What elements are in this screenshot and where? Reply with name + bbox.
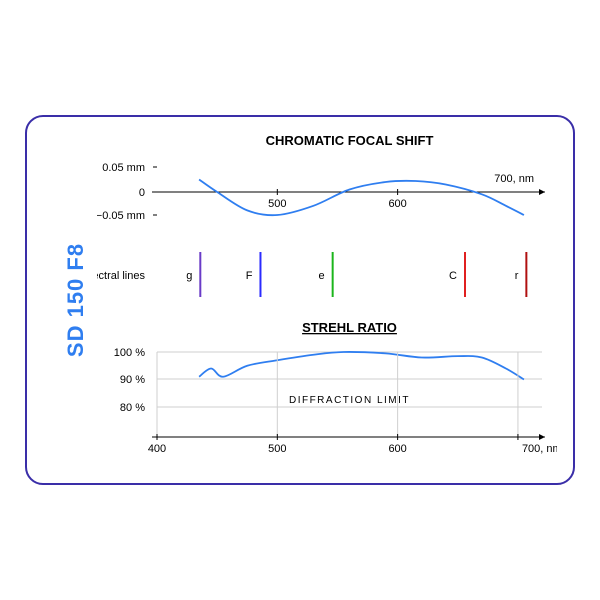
chromatic-curve: [199, 180, 524, 216]
diffraction-limit-label: DIFFRACTION LIMIT: [289, 395, 410, 406]
spectral-line-letter: e: [319, 270, 325, 282]
chromatic-ytick: −0.05 mm: [97, 210, 145, 222]
chromatic-x-end-label: 700, nm: [494, 173, 534, 185]
model-label: SD 150 F8: [63, 243, 89, 357]
spectral-line-letter: F: [246, 270, 253, 282]
chromatic-xtick: 500: [268, 198, 286, 210]
strehl-curve: [199, 352, 524, 380]
chart-svg: CHROMATIC FOCAL SHIFT 700, nm 0.05 mm 0 −0.0…: [97, 127, 557, 477]
strehl-ytick: 100 %: [114, 347, 145, 359]
spectral-line-letter: r: [515, 270, 519, 282]
spectral-line-letter: g: [186, 270, 192, 282]
strehl-ytick: 90 %: [120, 374, 145, 386]
strehl-xtick: 600: [388, 443, 406, 455]
strehl-arrow: [539, 434, 545, 440]
chromatic-ytick: 0.05 mm: [102, 162, 145, 174]
strehl-xtick: 500: [268, 443, 286, 455]
strehl-ytick: 80 %: [120, 402, 145, 414]
chromatic-ytick: 0: [139, 187, 145, 199]
chromatic-xtick: 600: [388, 198, 406, 210]
chromatic-title: CHROMATIC FOCAL SHIFT: [266, 133, 434, 148]
chart-card: SD 150 F8 CHROMATIC FOCAL SHIFT 700, nm 0.…: [25, 115, 575, 485]
strehl-x-end-label: 700, nm: [522, 443, 557, 455]
spectral-lines-label: Spectral lines: [97, 270, 145, 282]
spectral-line-letter: C: [449, 270, 457, 282]
chromatic-arrow: [539, 189, 545, 195]
chart-area: CHROMATIC FOCAL SHIFT 700, nm 0.05 mm 0 −0.0…: [97, 127, 553, 473]
strehl-title: STREHL RATIO: [302, 320, 397, 335]
strehl-xtick: 400: [148, 443, 166, 455]
